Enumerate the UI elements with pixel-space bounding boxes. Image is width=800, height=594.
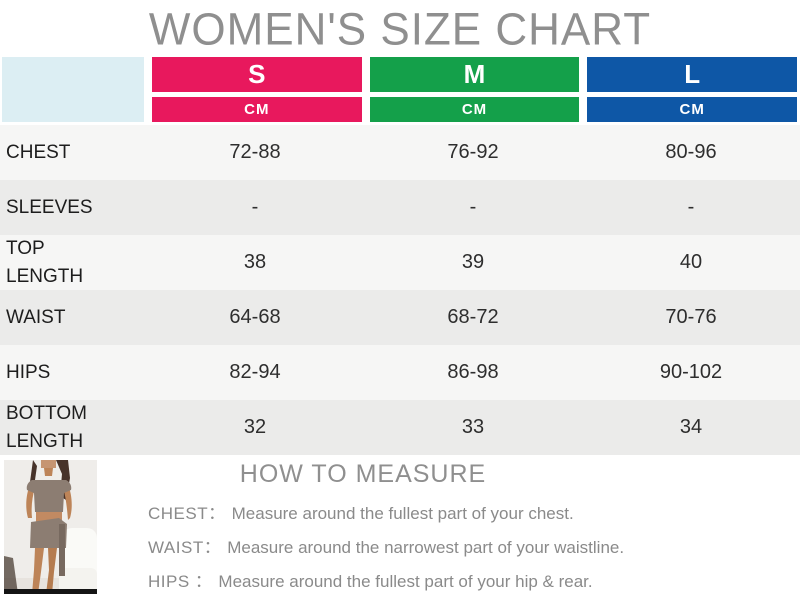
- size-header-s: S: [152, 57, 362, 92]
- size-column-m: M CM: [369, 57, 580, 122]
- size-table-header: S CM M CM L CM: [0, 57, 800, 122]
- cell-toplength-s: 38: [243, 251, 267, 274]
- cell-waist-m: 68-72: [447, 306, 499, 328]
- measure-line-chest: CHEST： Measure around the fullest part of…: [148, 499, 574, 524]
- unit-header-m: CM: [369, 97, 580, 122]
- cell-waist-s: 64-68: [229, 306, 281, 328]
- cell-hips-s: 82-94: [229, 361, 281, 383]
- table-row-bottom-length: BOTTOM LENGTH 32 33 34: [0, 400, 800, 455]
- cell-waist-l: 70-76: [665, 306, 717, 328]
- model-photo-illustration: [4, 460, 97, 594]
- cell-sleeves-l: -: [687, 196, 695, 218]
- cell-chest-m: 76-92: [447, 141, 499, 163]
- table-row-waist: WAIST 64-68 68-72 70-76: [0, 290, 800, 345]
- unit-header-l: CM: [587, 97, 797, 122]
- row-label: TOP LENGTH: [6, 238, 84, 287]
- cell-sleeves-m: -: [469, 196, 477, 218]
- cell-sleeves-s: -: [251, 196, 259, 218]
- size-column-l: L CM: [587, 57, 797, 122]
- measure-label: HIPS ：: [148, 572, 213, 591]
- table-row-chest: CHEST 72-88 76-92 80-96: [0, 125, 800, 180]
- row-label: HIPS: [6, 361, 51, 383]
- table-row-sleeves: SLEEVES - - -: [0, 180, 800, 235]
- cell-bottomlength-m: 33: [461, 416, 485, 439]
- row-label: BOTTOM LENGTH: [6, 403, 87, 452]
- page-title: WOMEN'S SIZE CHART: [148, 4, 652, 56]
- measure-text: Measure around the fullest part of your …: [231, 504, 574, 523]
- cell-bottomlength-l: 34: [679, 416, 703, 439]
- size-column-s: S CM: [152, 57, 362, 122]
- measure-label: CHEST：: [148, 504, 226, 523]
- measure-line-waist: WAIST： Measure around the narrowest part …: [148, 533, 624, 558]
- cell-toplength-m: 39: [461, 251, 485, 274]
- size-header-l: L: [587, 57, 797, 92]
- photo-bottom-border: [4, 589, 97, 594]
- cell-chest-s: 72-88: [229, 141, 281, 163]
- cell-hips-m: 86-98: [447, 361, 499, 383]
- table-row-top-length: TOP LENGTH 38 39 40: [0, 235, 800, 290]
- header-corner: [2, 57, 144, 122]
- floor-shadow: [4, 556, 18, 594]
- model-figure: [26, 460, 72, 594]
- cell-toplength-l: 40: [679, 251, 703, 274]
- cell-chest-l: 80-96: [665, 141, 717, 163]
- row-label: WAIST: [6, 306, 66, 328]
- measure-text: Measure around the narrowest part of you…: [227, 538, 625, 557]
- row-label: SLEEVES: [6, 196, 93, 218]
- how-to-measure-heading: HOW TO MEASURE: [239, 460, 487, 488]
- unit-header-s: CM: [152, 97, 362, 122]
- measure-label: WAIST：: [148, 538, 222, 557]
- couch: [59, 528, 97, 594]
- cell-bottomlength-s: 32: [243, 416, 267, 439]
- size-header-m: M: [369, 57, 580, 92]
- row-label: CHEST: [6, 141, 71, 163]
- cell-hips-l: 90-102: [659, 361, 723, 383]
- size-table-body: CHEST 72-88 76-92 80-96 SLEEVES - - - TO…: [0, 125, 800, 455]
- table-row-hips: HIPS 82-94 86-98 90-102: [0, 345, 800, 400]
- measure-text: Measure around the fullest part of your …: [218, 572, 593, 591]
- measure-line-hips: HIPS ： Measure around the fullest part of…: [148, 567, 593, 592]
- how-to-measure-section: HOW TO MEASURE CHEST： Measure around the …: [0, 455, 800, 594]
